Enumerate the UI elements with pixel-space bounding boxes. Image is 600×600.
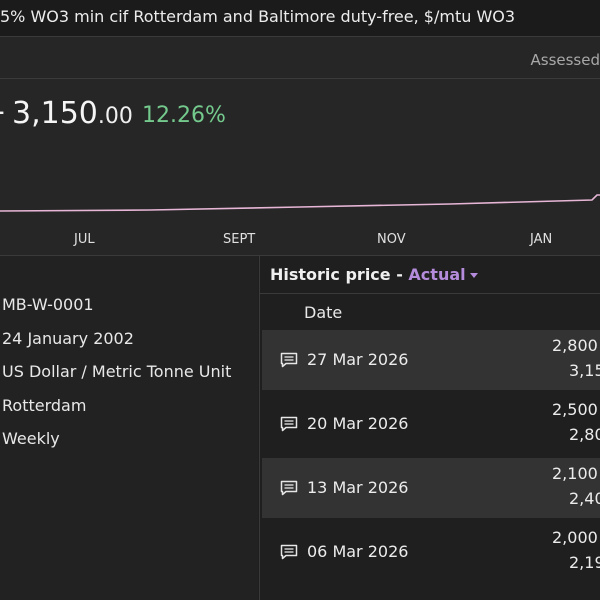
chart-panel [0, 37, 600, 255]
price-type-dropdown[interactable]: Actual [408, 265, 478, 284]
price-unit: US Dollar / Metric Tonne Unit [2, 362, 232, 381]
price-cents: .00 [97, 104, 133, 129]
title-bar: 5% WO3 min cif Rotterdam and Baltimore d… [0, 0, 600, 37]
comment-icon[interactable] [280, 352, 298, 368]
price-value: 3,150.00 [12, 96, 133, 131]
price-whole: 3,150 [12, 96, 98, 131]
historic-price-label: Historic price - [270, 265, 403, 284]
page-title: 5% WO3 min cif Rotterdam and Baltimore d… [0, 7, 516, 26]
history-row: 13 Mar 2026 2,100 2,40 [262, 458, 600, 518]
price-frequency: Weekly [2, 429, 60, 448]
historic-price-header: Historic price - Actual [270, 265, 478, 284]
row-high-value: 3,15 [569, 361, 600, 380]
row-high-value: 2,40 [569, 489, 600, 508]
details-panel [0, 256, 258, 600]
month-label-nov: NOV [377, 232, 406, 247]
comment-icon[interactable] [280, 480, 298, 496]
date-column-header[interactable]: Date [304, 303, 343, 322]
divider [0, 255, 600, 256]
row-low-value: 2,000 [552, 528, 598, 547]
price-change: 12.26% [142, 103, 226, 128]
price-chart [0, 194, 600, 212]
row-date: 27 Mar 2026 [307, 350, 409, 369]
history-row: 20 Mar 2026 2,500 2,80 [262, 394, 600, 454]
price-prefix: - [0, 94, 5, 129]
row-high-value: 2,19 [569, 553, 600, 572]
month-label-jan: JAN [530, 232, 553, 247]
launch-date: 24 January 2002 [2, 329, 134, 348]
price-code: MB-W-0001 [2, 295, 94, 314]
column-divider [259, 256, 260, 600]
row-date: 13 Mar 2026 [307, 478, 409, 497]
price-type-value: Actual [408, 265, 466, 284]
caret-down-icon [469, 273, 478, 278]
price-location: Rotterdam [2, 396, 87, 415]
row-date: 06 Mar 2026 [307, 542, 409, 561]
comment-icon[interactable] [280, 544, 298, 560]
row-high-value: 2,80 [569, 425, 600, 444]
comment-icon[interactable] [280, 416, 298, 432]
month-label-sept: SEPT [223, 232, 256, 247]
history-row: 06 Mar 2026 2,000 2,19 [262, 522, 600, 582]
divider [0, 78, 600, 79]
assessed-label[interactable]: Assessed [530, 51, 600, 69]
price-line [0, 194, 600, 212]
row-date: 20 Mar 2026 [307, 414, 409, 433]
row-low-value: 2,100 [552, 464, 598, 483]
divider [260, 293, 600, 294]
month-label-jul: JUL [74, 232, 95, 247]
row-low-value: 2,800 [552, 336, 598, 355]
row-low-value: 2,500 [552, 400, 598, 419]
history-row: 27 Mar 2026 2,800 3,15 [262, 330, 600, 390]
